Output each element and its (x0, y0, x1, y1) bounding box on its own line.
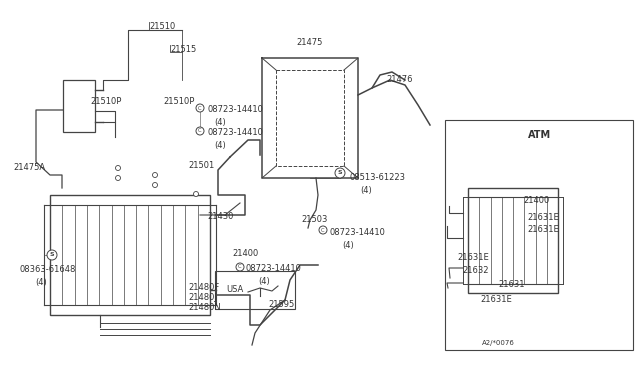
Text: 21510: 21510 (149, 22, 175, 31)
Text: (4): (4) (342, 241, 354, 250)
Circle shape (115, 176, 120, 180)
Text: (4): (4) (258, 277, 269, 286)
Text: 21400: 21400 (232, 249, 259, 258)
Text: 08723-14410: 08723-14410 (207, 128, 263, 137)
Text: 21501: 21501 (188, 161, 214, 170)
Text: 21631E: 21631E (457, 253, 489, 262)
Text: 21480F: 21480F (188, 283, 220, 292)
Circle shape (115, 166, 120, 170)
Text: 21475: 21475 (296, 38, 323, 47)
Text: 21510P: 21510P (90, 97, 122, 106)
Text: C: C (238, 264, 242, 269)
Text: 21632: 21632 (462, 266, 488, 275)
Circle shape (319, 226, 327, 234)
Bar (63, 80, 95, 132)
Circle shape (236, 263, 244, 271)
Circle shape (152, 183, 157, 187)
Text: ATM: ATM (528, 130, 551, 140)
Text: 21476: 21476 (386, 75, 413, 84)
Text: 21631E: 21631E (527, 213, 559, 222)
Text: 08723-14410: 08723-14410 (207, 105, 263, 114)
Bar (468, 188, 558, 293)
Text: 08513-61223: 08513-61223 (349, 173, 405, 182)
Text: 08723-14410: 08723-14410 (330, 228, 386, 237)
Text: 21595: 21595 (268, 300, 294, 309)
Text: (4): (4) (214, 141, 226, 150)
Text: USA: USA (226, 285, 243, 294)
Text: C: C (198, 128, 202, 134)
Circle shape (152, 173, 157, 177)
Text: 21475A: 21475A (13, 163, 45, 172)
Circle shape (335, 168, 345, 178)
Text: C: C (198, 106, 202, 110)
Text: 21430: 21430 (207, 212, 234, 221)
Text: 08363-61648: 08363-61648 (20, 265, 76, 274)
Text: (4): (4) (35, 278, 47, 287)
Text: 21510P: 21510P (163, 97, 195, 106)
Text: S: S (50, 253, 54, 257)
Circle shape (193, 192, 198, 196)
Bar (215, 271, 295, 309)
Text: 21631E: 21631E (480, 295, 512, 304)
Text: 08723-14410: 08723-14410 (245, 264, 301, 273)
Text: 21400: 21400 (523, 196, 549, 205)
Text: (4): (4) (214, 118, 226, 127)
Text: 21515: 21515 (170, 45, 196, 54)
Circle shape (47, 250, 57, 260)
Text: 21480J: 21480J (188, 293, 217, 302)
Text: S: S (338, 170, 342, 176)
Text: C: C (321, 228, 325, 232)
Bar (445, 120, 633, 350)
Text: A2/*0076: A2/*0076 (482, 340, 515, 346)
Text: (4): (4) (360, 186, 372, 195)
Text: 21480N: 21480N (188, 303, 221, 312)
Text: 21503: 21503 (301, 215, 328, 224)
Circle shape (196, 104, 204, 112)
Bar (50, 195, 210, 315)
Circle shape (196, 127, 204, 135)
Text: 21631: 21631 (498, 280, 525, 289)
Text: 21631E: 21631E (527, 225, 559, 234)
